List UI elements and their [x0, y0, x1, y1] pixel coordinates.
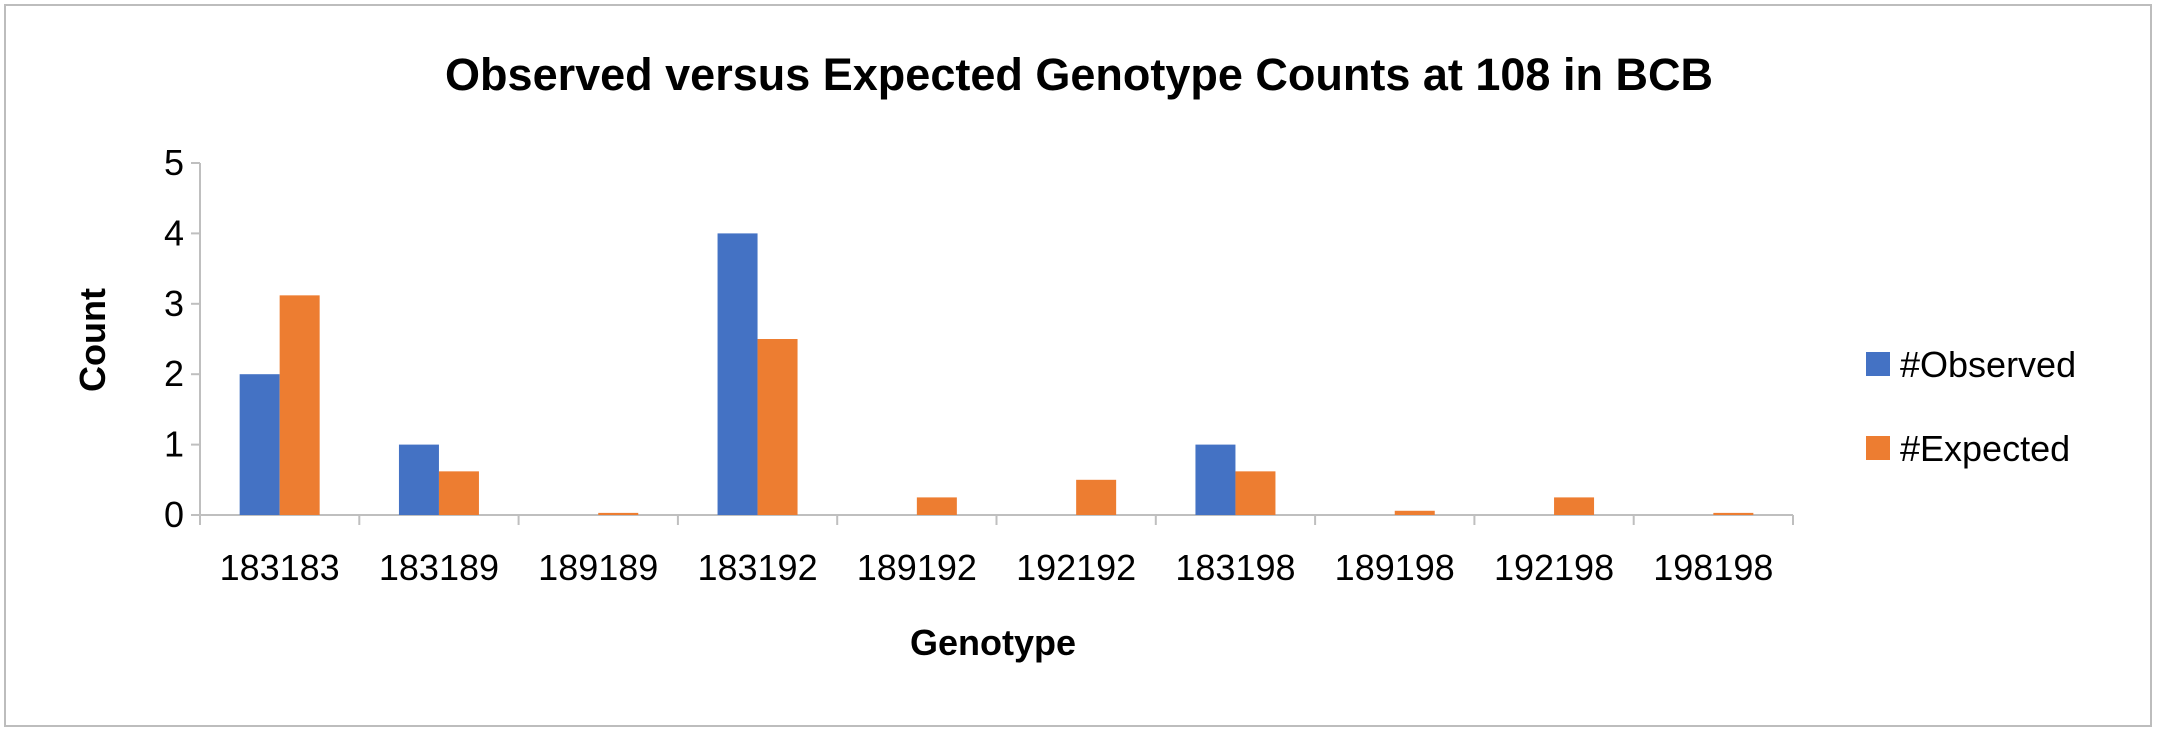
x-axis-title: Genotype [910, 622, 1076, 663]
bar-expected-192198 [1554, 497, 1595, 515]
x-tick-label: 189192 [857, 547, 977, 588]
legend: #Observed #Expected [1866, 344, 2076, 469]
y-tick-label: 3 [164, 283, 184, 324]
bar-expected-183192 [757, 339, 798, 515]
y-tick-label: 2 [164, 353, 184, 394]
bar-expected-189192 [916, 497, 957, 515]
bar-observed-183183 [239, 374, 280, 515]
x-tick-label: 198198 [1653, 547, 1773, 588]
plot-area: 0 1 2 3 4 5 183183 183189 189189 183192 189192 1921… [164, 142, 1794, 588]
bar-observed-183189 [398, 444, 439, 515]
bar-observed-183198 [1195, 444, 1236, 515]
x-tick-label: 192192 [1016, 547, 1136, 588]
bar-expected-183183 [279, 295, 320, 515]
y-tick-label: 1 [164, 424, 184, 465]
y-axis-title: Count [72, 288, 113, 392]
x-tick-label: 183189 [379, 547, 499, 588]
x-tick-label: 189189 [538, 547, 658, 588]
x-tick-label: 183192 [697, 547, 817, 588]
legend-label-expected: #Expected [1900, 428, 2070, 469]
bar-expected-183198 [1235, 471, 1276, 515]
y-tick-label: 0 [164, 494, 184, 535]
legend-label-observed: #Observed [1900, 344, 2076, 385]
bar-expected-189198 [1394, 510, 1435, 515]
x-tick-label: 192198 [1494, 547, 1614, 588]
bar-observed-183192 [717, 233, 758, 515]
y-tick-label: 4 [164, 212, 184, 253]
bar-expected-189189 [598, 512, 639, 515]
bar-expected-198198 [1713, 512, 1754, 515]
chart-frame [4, 4, 2152, 727]
chart-title: Observed versus Expected Genotype Counts… [445, 49, 1713, 100]
bar-expected-183189 [438, 471, 479, 515]
y-tick-label: 5 [164, 142, 184, 183]
legend-swatch-expected [1866, 436, 1890, 460]
x-tick-label: 183183 [220, 547, 340, 588]
legend-swatch-observed [1866, 352, 1890, 376]
x-tick-label: 189198 [1335, 547, 1455, 588]
bar-expected-192192 [1076, 479, 1117, 515]
x-tick-label: 183198 [1175, 547, 1295, 588]
